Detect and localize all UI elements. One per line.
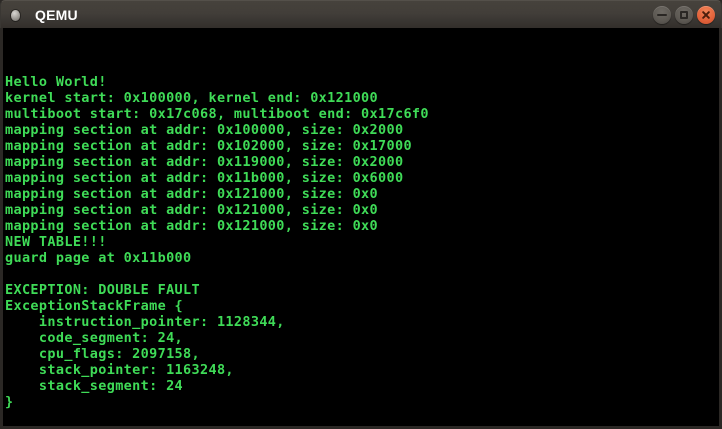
console-line: mapping section at addr: 0x100000, size:…	[5, 122, 404, 138]
console-line: mapping section at addr: 0x119000, size:…	[5, 154, 404, 170]
console-line: mapping section at addr: 0x121000, size:…	[5, 218, 379, 234]
console-line: ExceptionStackFrame {	[5, 298, 184, 314]
window-controls	[653, 5, 715, 24]
console-line: NEW TABLE!!!	[5, 234, 107, 250]
console-line: code_segment: 24,	[5, 330, 184, 346]
close-button[interactable]	[697, 5, 715, 24]
console-line: Hello World!	[5, 74, 107, 90]
console-line: mapping section at addr: 0x102000, size:…	[5, 138, 412, 154]
minimize-icon	[657, 13, 667, 16]
console-line: guard page at 0x11b000	[5, 250, 192, 266]
qemu-icon	[9, 7, 23, 23]
window-frame: Hello World! kernel start: 0x100000, kern…	[0, 28, 722, 429]
window-titlebar[interactable]: QEMU	[0, 0, 722, 28]
console-line: mapping section at addr: 0x11b000, size:…	[5, 170, 404, 186]
maximize-button[interactable]	[675, 5, 693, 24]
maximize-icon	[680, 10, 688, 19]
console-line: EXCEPTION: DOUBLE FAULT	[5, 282, 200, 298]
console-line: cpu_flags: 2097158,	[5, 346, 200, 362]
minimize-button[interactable]	[653, 5, 671, 24]
console-line: instruction_pointer: 1128344,	[5, 314, 285, 330]
vm-display[interactable]: Hello World! kernel start: 0x100000, kern…	[3, 28, 719, 426]
console-line: kernel start: 0x100000, kernel end: 0x12…	[5, 90, 379, 106]
console-line: stack_pointer: 1163248,	[5, 362, 234, 378]
console-line: mapping section at addr: 0x121000, size:…	[5, 186, 379, 202]
console-line	[5, 266, 719, 282]
console-line: mapping section at addr: 0x121000, size:…	[5, 202, 379, 218]
window-title: QEMU	[35, 6, 78, 23]
console-line: }	[5, 394, 14, 410]
console-line: multiboot start: 0x17c068, multiboot end…	[5, 106, 429, 122]
console-line: stack_segment: 24	[5, 378, 184, 394]
console-output: Hello World! kernel start: 0x100000, kern…	[3, 28, 719, 426]
